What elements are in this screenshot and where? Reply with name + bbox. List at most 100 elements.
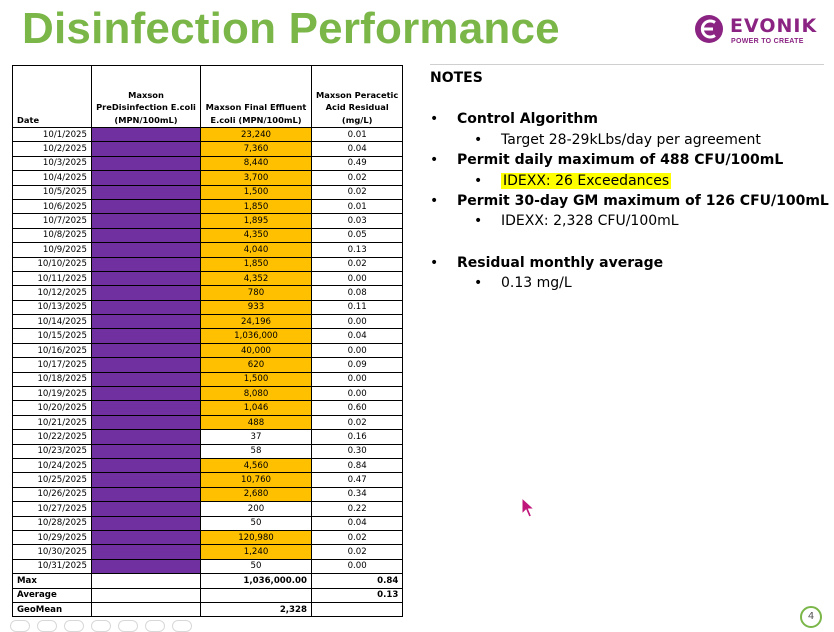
residual-cell: 0.08 — [310, 285, 404, 301]
predisinfection-cell — [91, 443, 201, 459]
date-cell: 10/4/2025 — [12, 170, 92, 186]
predisinfection-cell — [91, 342, 201, 359]
summary-geo-final: 2,328 — [200, 601, 312, 618]
slide-nav-controls[interactable] — [10, 620, 210, 632]
bullet-icon: • — [474, 132, 483, 148]
predisinfection-cell — [91, 126, 201, 143]
predisinfection-cell — [91, 357, 201, 373]
nav-dot[interactable] — [91, 620, 111, 632]
table-row: 10/26/2025 2,680 0.34 — [12, 486, 404, 503]
predisinfection-cell — [91, 242, 201, 258]
bullet-icon: • — [474, 173, 483, 189]
bullet-icon: • — [474, 213, 483, 229]
note-text: Control Algorithm — [457, 111, 598, 127]
table-row: 10/28/2025 50 0.04 — [12, 515, 404, 531]
predisinfection-cell — [91, 227, 201, 244]
table-row: 10/9/2025 4,040 0.13 — [12, 242, 404, 258]
date-cell: 10/29/2025 — [12, 529, 92, 546]
date-cell: 10/15/2025 — [12, 328, 92, 344]
residual-cell: 0.09 — [310, 357, 404, 373]
mouse-pointer-icon — [521, 497, 536, 518]
predisinfection-cell — [91, 285, 201, 301]
final-effluent-cell: 1,240 — [200, 544, 312, 560]
summary-label: Max — [12, 573, 92, 589]
predisinfection-cell — [91, 472, 201, 488]
note-text: Residual monthly average — [457, 255, 664, 271]
date-cell: 10/5/2025 — [12, 184, 92, 200]
residual-cell: 0.01 — [310, 126, 404, 143]
table-row: 10/24/2025 4,560 0.84 — [12, 457, 404, 474]
table-row: 10/8/2025 4,350 0.05 — [12, 227, 404, 244]
residual-cell: 0.00 — [310, 558, 404, 575]
bullet-icon: • — [474, 275, 483, 291]
date-cell: 10/25/2025 — [12, 472, 92, 488]
note-text: Permit 30-day GM maximum of 126 CFU/100m… — [457, 193, 829, 209]
date-cell: 10/7/2025 — [12, 213, 92, 229]
date-cell: 10/11/2025 — [12, 270, 92, 287]
header-final-effluent: Maxson Final Effluent E.coli (MPN/100mL) — [200, 65, 312, 128]
table-row: 10/11/2025 4,352 0.00 — [12, 270, 404, 287]
residual-cell: 0.00 — [310, 314, 404, 330]
final-effluent-cell: 1,500 — [200, 371, 312, 388]
final-effluent-cell: 120,980 — [200, 529, 312, 546]
table-row: 10/19/2025 8,080 0.00 — [12, 386, 404, 402]
table-row: 10/2/2025 7,360 0.04 — [12, 141, 404, 157]
table-row: 10/25/2025 10,760 0.47 — [12, 472, 404, 488]
final-effluent-cell: 4,560 — [200, 457, 312, 474]
summary-max-resid: 0.84 — [310, 573, 404, 589]
header-residual: Maxson Peracetic Acid Residual (mg/L) — [310, 65, 404, 128]
nav-dot[interactable] — [172, 620, 192, 632]
table-row: 10/27/2025 200 0.22 — [12, 501, 404, 517]
predisinfection-cell — [91, 386, 201, 402]
residual-cell: 0.02 — [310, 256, 404, 272]
final-effluent-cell: 1,036,000 — [200, 328, 312, 344]
predisinfection-cell — [91, 184, 201, 200]
final-effluent-cell: 4,352 — [200, 270, 312, 287]
header-resid-line: Acid Residual — [325, 102, 389, 112]
date-cell: 10/20/2025 — [12, 400, 92, 416]
table-row: 10/29/2025 120,980 0.02 — [12, 529, 404, 546]
predisinfection-cell — [91, 400, 201, 416]
summary-avg-resid: 0.13 — [310, 587, 404, 603]
residual-cell: 0.04 — [310, 328, 404, 344]
summary-max-final: 1,036,000.00 — [200, 573, 312, 589]
date-cell: 10/17/2025 — [12, 357, 92, 373]
final-effluent-cell: 4,040 — [200, 242, 312, 258]
bullet-icon: • — [430, 152, 439, 168]
residual-cell: 0.11 — [310, 299, 404, 316]
header-rule — [430, 64, 824, 65]
logo-tagline: POWER TO CREATE — [731, 38, 804, 45]
residual-cell: 0.02 — [310, 184, 404, 200]
final-effluent-cell: 933 — [200, 299, 312, 316]
residual-cell: 0.00 — [310, 371, 404, 388]
residual-cell: 0.01 — [310, 198, 404, 215]
nav-dot[interactable] — [37, 620, 57, 632]
predisinfection-cell — [91, 270, 201, 287]
predisinfection-cell — [91, 414, 201, 431]
final-effluent-cell: 488 — [200, 414, 312, 431]
date-cell: 10/8/2025 — [12, 227, 92, 244]
date-cell: 10/2/2025 — [12, 141, 92, 157]
notes-title: NOTES — [430, 70, 483, 86]
nav-dot[interactable] — [118, 620, 138, 632]
table-row: 10/15/2025 1,036,000 0.04 — [12, 328, 404, 344]
date-cell: 10/23/2025 — [12, 443, 92, 459]
final-effluent-cell: 8,080 — [200, 386, 312, 402]
note-text: Target 28-29kLbs/day per agreement — [501, 132, 761, 148]
evonik-logo: EVONIK POWER TO CREATE — [694, 14, 824, 50]
nav-dot[interactable] — [145, 620, 165, 632]
header-resid-line: Maxson Peracetic — [316, 89, 399, 100]
final-effluent-cell: 50 — [200, 558, 312, 575]
date-cell: 10/26/2025 — [12, 486, 92, 503]
summary-label: Average — [12, 587, 92, 603]
nav-dot[interactable] — [10, 620, 30, 632]
disinfection-table: Date Maxson PreDisinfection E.coli (MPN/… — [12, 65, 404, 618]
predisinfection-cell — [91, 170, 201, 186]
residual-cell: 0.30 — [310, 443, 404, 459]
final-effluent-cell: 37 — [200, 429, 312, 445]
table-row: 10/13/2025 933 0.11 — [12, 299, 404, 316]
final-effluent-cell: 1,850 — [200, 198, 312, 215]
date-cell: 10/6/2025 — [12, 198, 92, 215]
predisinfection-cell — [91, 299, 201, 316]
nav-dot[interactable] — [64, 620, 84, 632]
